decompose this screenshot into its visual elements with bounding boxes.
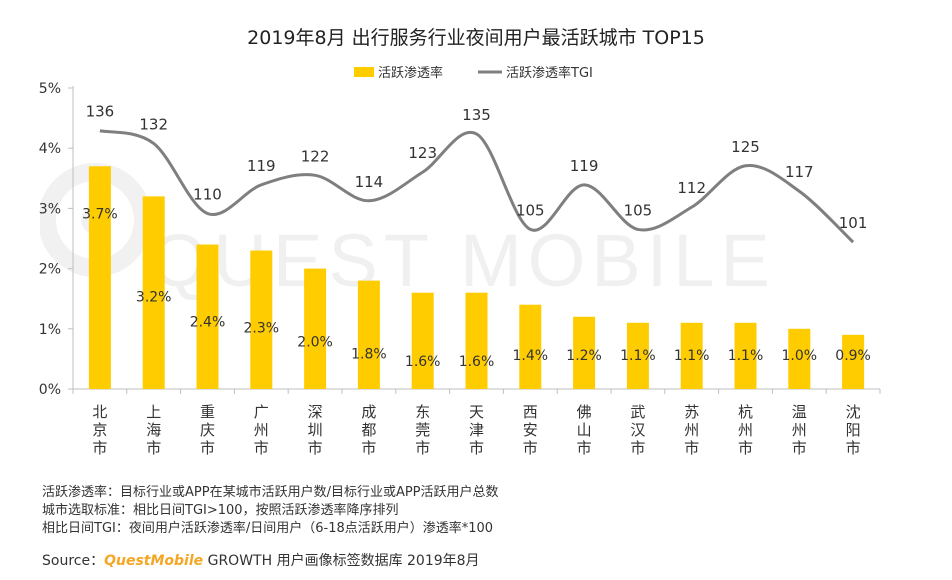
bar-value-label: 2.0% (297, 335, 333, 351)
bar (196, 244, 219, 389)
bar (88, 166, 111, 389)
tgi-value-label: 114 (355, 173, 384, 191)
tgi-value-label: 101 (839, 214, 868, 232)
legend-bar-swatch (354, 67, 374, 77)
tgi-value-label: 112 (677, 179, 706, 197)
bar (304, 268, 327, 389)
x-tick-label: 广州市 (254, 403, 269, 457)
bar-value-label: 1.1% (620, 348, 656, 364)
tgi-line (99, 129, 855, 244)
bar-value-label: 1.6% (459, 354, 495, 370)
legend-bar-label: 活跃渗透率 (378, 65, 443, 81)
tgi-value-label: 136 (86, 103, 115, 121)
bar (465, 292, 488, 389)
tgi-value-label: 105 (516, 201, 545, 219)
footnote-city-selection: 城市选取标准：相比日间TGI>100，按照活跃渗透率降序排列 (42, 503, 399, 518)
tgi-value-label: 125 (731, 138, 760, 156)
bar-value-label: 2.4% (190, 315, 226, 331)
y-tick-label: 0% (39, 382, 61, 398)
x-tick-label: 杭州市 (738, 403, 753, 457)
chart-title: 2019年8月 出行服务行业夜间用户最活跃城市 TOP15 (247, 27, 705, 49)
x-tick-label: 佛山市 (577, 403, 592, 457)
bar (411, 292, 434, 389)
tgi-value-label: 119 (247, 157, 276, 175)
x-tick-label: 东莞市 (415, 403, 430, 457)
tgi-value-label: 110 (193, 186, 222, 204)
tgi-value-label: 122 (301, 147, 330, 165)
y-tick-label: 4% (39, 141, 61, 157)
bar-value-label: 1.6% (405, 354, 441, 370)
bar-value-label: 1.2% (566, 348, 602, 364)
bar (734, 322, 757, 389)
tgi-value-label: 117 (785, 163, 814, 181)
x-tick-label: 北京市 (92, 403, 107, 457)
bar (788, 328, 811, 389)
footnote-penetration-definition: 活跃渗透率：目标行业或APP在某城市活跃用户数/目标行业或APP活跃用户总数 (42, 485, 499, 500)
bar (250, 250, 273, 389)
tgi-value-label: 105 (624, 201, 653, 219)
bar (573, 316, 596, 389)
bar-value-label: 1.8% (351, 347, 387, 363)
tgi-value-label: 132 (139, 115, 168, 133)
tgi-value-label: 119 (570, 157, 599, 175)
y-tick-label: 1% (39, 322, 61, 338)
x-tick-label: 温州市 (792, 403, 807, 457)
x-tick-label: 武汉市 (630, 403, 645, 457)
source-line: Source：QuestMobile GROWTH 用户画像标签数据库 2019… (42, 550, 480, 570)
x-tick-label: 成都市 (361, 403, 376, 457)
x-tick-label: 沈阳市 (846, 403, 861, 457)
bar-value-label: 1.0% (782, 348, 818, 364)
chart: 2019年8月 出行服务行业夜间用户最活跃城市 TOP15 活跃渗透率 活跃渗透率… (39, 27, 881, 457)
bar (357, 280, 380, 389)
x-tick-label: 天津市 (469, 403, 484, 457)
bar (142, 196, 165, 389)
bar (626, 322, 649, 389)
footnote-tgi-definition: 相比日间TGI：夜间用户活跃渗透率/日间用户（6-18点活跃用户）渗透率*100 (42, 521, 494, 536)
source-text: GROWTH 用户画像标签数据库 2019年8月 (203, 553, 480, 569)
y-tick-label: 5% (39, 81, 61, 97)
bar (842, 334, 865, 389)
x-tick-label: 上海市 (146, 403, 161, 457)
bar-value-label: 0.9% (835, 348, 871, 364)
x-tick-label: 深圳市 (308, 403, 323, 457)
source-brand: QuestMobile (104, 553, 204, 569)
bar-value-label: 1.1% (674, 348, 710, 364)
tgi-value-label: 123 (408, 144, 437, 162)
tgi-value-label: 135 (462, 106, 491, 124)
x-tick-label: 苏州市 (684, 403, 699, 457)
bar-value-label: 3.7% (82, 206, 118, 222)
footnotes: 活跃渗透率：目标行业或APP在某城市活跃用户数/目标行业或APP活跃用户总数 城… (42, 484, 499, 538)
legend: 活跃渗透率 活跃渗透率TGI (354, 65, 593, 81)
y-tick-label: 3% (39, 201, 61, 217)
bar (680, 322, 703, 389)
bar (519, 304, 542, 389)
bar-value-label: 1.1% (728, 348, 764, 364)
x-tick-label: 西安市 (523, 403, 538, 457)
bar-value-label: 2.3% (244, 321, 280, 337)
y-tick-label: 2% (39, 262, 61, 278)
legend-line-label: 活跃渗透率TGI (506, 65, 593, 81)
bar-value-label: 3.2% (136, 289, 172, 305)
source-label: Source： (42, 553, 105, 569)
x-tick-label: 重庆市 (200, 403, 215, 457)
bar-value-label: 1.4% (513, 348, 549, 364)
